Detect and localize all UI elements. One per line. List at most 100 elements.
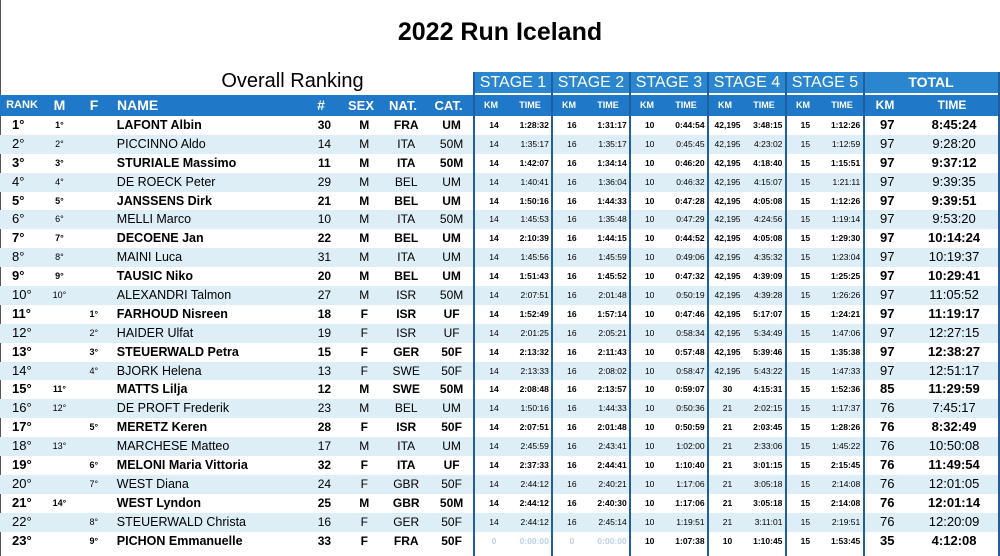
cell-m	[44, 343, 75, 362]
cell-stage-1-time: 1:35:17	[520, 138, 549, 149]
cell-stage-1-time: 2:07:51	[520, 290, 549, 301]
cell-stage-3-time: 1:07:38	[675, 535, 705, 546]
cell-name: MAINI Luca	[116, 250, 183, 265]
cell-stage-2-time: 1:57:14	[597, 308, 627, 319]
cell-stage-3-km: 10	[644, 214, 655, 225]
col-m: M	[53, 97, 66, 113]
cell-stage-1-km: 14	[489, 441, 499, 452]
cell-rank: 12°	[12, 324, 32, 340]
cell-cat: UM	[442, 439, 461, 454]
cell-stage-2-km: 16	[567, 120, 577, 130]
cell-stage-5-km: 15	[800, 441, 811, 452]
cell-cat: UM	[442, 118, 461, 132]
cell-num: 23	[317, 401, 332, 416]
cell-total-time: 12:01:14	[928, 494, 981, 510]
cell-stage-1-km: 14	[489, 252, 499, 263]
cell-num: 16	[317, 514, 332, 529]
cell-stage-5-time: 1:52:36	[830, 384, 861, 395]
stage-2-time-header: TIME	[597, 100, 619, 110]
cell-m	[44, 532, 75, 551]
table-row: 20° 7° WEST Diana 24 F GBR 50F 14 2:44:12 16 2:40:…	[0, 474, 1000, 494]
cell-num: 28	[317, 420, 332, 435]
cell-f	[75, 229, 113, 248]
cell-stage-1-km: 14	[489, 195, 499, 206]
cell-total-time: 9:37:12	[931, 154, 977, 170]
cell-cat: 50M	[439, 136, 464, 151]
cell-stage-5-km: 15	[800, 384, 811, 395]
cell-stage-3-time: 0:49:06	[676, 252, 705, 263]
cell-f: 2°	[89, 327, 99, 338]
cell-stage-4-km: 42,195	[714, 290, 741, 301]
cell-total-km: 97	[879, 211, 895, 227]
cell-num: 19	[317, 325, 332, 340]
col-f: F	[89, 97, 99, 113]
cell-num: 20	[317, 269, 332, 284]
cell-rank: 21°	[12, 494, 32, 510]
cell-name: STEUERWALD Christa	[116, 514, 246, 529]
cell-rank: 22°	[12, 513, 32, 529]
cell-stage-2-time: 2:01:48	[598, 290, 627, 301]
cell-stage-4-km: 42,195	[714, 252, 741, 263]
cell-stage-1-km: 14	[489, 327, 499, 338]
cell-name: BJORK Helena	[116, 363, 202, 378]
col-number: #	[317, 97, 325, 113]
cell-stage-5-km: 15	[800, 365, 811, 376]
cell-name: DECOENE Jan	[116, 231, 204, 246]
cell-nat: FRA	[393, 533, 419, 548]
cell-cat: UM	[442, 231, 461, 246]
cell-m	[44, 513, 75, 532]
cell-f	[75, 210, 113, 229]
cell-m	[44, 305, 75, 324]
cell-name: WEST Diana	[116, 476, 189, 491]
cell-stage-3-time: 0:58:34	[676, 327, 705, 338]
cell-stage-5-km: 15	[800, 176, 811, 187]
total-banner: TOTAL	[864, 72, 998, 93]
cell-stage-1-time: 0:00:00	[519, 535, 549, 546]
table-row: 13° 3° STEUERWALD Petra 15 F GER 50F 14 2:13:32 1…	[0, 343, 1000, 362]
cell-stage-3-km: 10	[644, 138, 655, 149]
cell-stage-5-km: 15	[800, 478, 811, 489]
divider	[473, 72, 475, 556]
cell-stage-1-km: 14	[489, 290, 499, 301]
cell-nat: ISR	[396, 288, 417, 303]
cell-stage-2-time: 2:08:02	[598, 365, 627, 376]
cell-stage-2-km: 16	[567, 233, 577, 244]
cell-stage-2-km: 16	[567, 157, 577, 168]
cell-cat: 50M	[439, 382, 464, 397]
table-row: 22° 8° STEUERWALD Christa 16 F GER 50F 14 2:44:1…	[0, 512, 1000, 532]
cell-rank: 17°	[12, 419, 32, 435]
cell-nat: ITA	[397, 136, 416, 151]
cell-stage-5-km: 15	[800, 214, 811, 225]
cell-stage-2-time: 1:45:52	[597, 271, 627, 282]
cell-stage-3-km: 10	[644, 271, 655, 282]
cell-stage-3-km: 10	[644, 327, 655, 338]
cell-stage-2-time: 1:36:04	[598, 176, 627, 187]
cell-cat: UM	[442, 250, 461, 265]
cell-stage-5-time: 1:12:26	[830, 120, 861, 130]
cell-stage-2-time: 0:00:00	[597, 535, 627, 546]
cell-name: DE PROFT Frederik	[116, 401, 230, 416]
col-total-time: TIME	[937, 98, 967, 112]
cell-num: 27	[317, 288, 332, 303]
cell-cat: 50M	[439, 212, 464, 227]
cell-name: MELONI Maria Vittoria	[116, 458, 248, 473]
cell-stage-5-km: 15	[800, 346, 811, 357]
cell-f	[75, 154, 113, 173]
cell-stage-5-km: 15	[800, 233, 811, 244]
cell-m: 8°	[55, 252, 64, 263]
cell-sex: F	[360, 533, 368, 548]
divider	[551, 72, 553, 556]
cell-stage-4-time: 4:23:02	[754, 138, 783, 149]
cell-rank: 14°	[12, 362, 32, 378]
cell-rank: 15°	[12, 381, 32, 397]
cell-sex: F	[360, 420, 368, 435]
cell-stage-2-time: 1:35:48	[598, 214, 627, 225]
table-row: 18° 13° MARCHESE Matteo 17 M ITA UM 14 2:45:59 16…	[0, 437, 1000, 457]
cell-stage-2-km: 16	[567, 384, 577, 395]
table-row: 10° 10° ALEXANDRI Talmon 27 M ISR 50M 14 2:07:51…	[0, 286, 1000, 305]
cell-name: PICHON Emmanuelle	[116, 533, 243, 548]
cell-stage-1-km: 14	[489, 516, 499, 527]
table-row: 7° 7° DECOENE Jan 22 M BEL UM 14 2:10:39 16 1:44:1…	[0, 229, 1000, 248]
cell-stage-2-time: 2:44:41	[597, 460, 627, 471]
cell-sex: M	[359, 174, 370, 189]
